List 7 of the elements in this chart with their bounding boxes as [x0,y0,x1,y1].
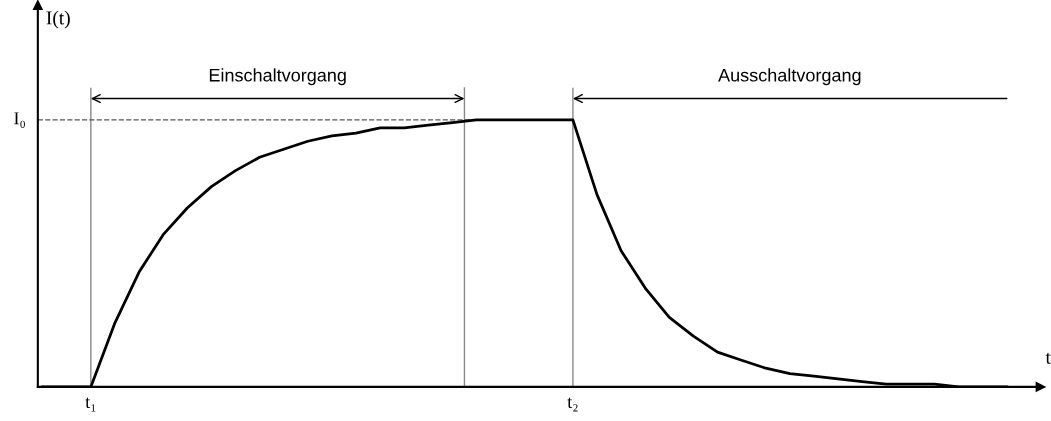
text: Einschaltvorgang [209,68,346,86]
text: Ausschaltvorgang [718,68,861,86]
x-axis-title: t [1045,352,1051,364]
x-tick-label: t₂ [567,397,578,412]
y-axis-title: I(t) [46,10,70,29]
x-tick-label: t₁ [85,397,96,412]
ref-line-label: I₀ [14,112,25,128]
